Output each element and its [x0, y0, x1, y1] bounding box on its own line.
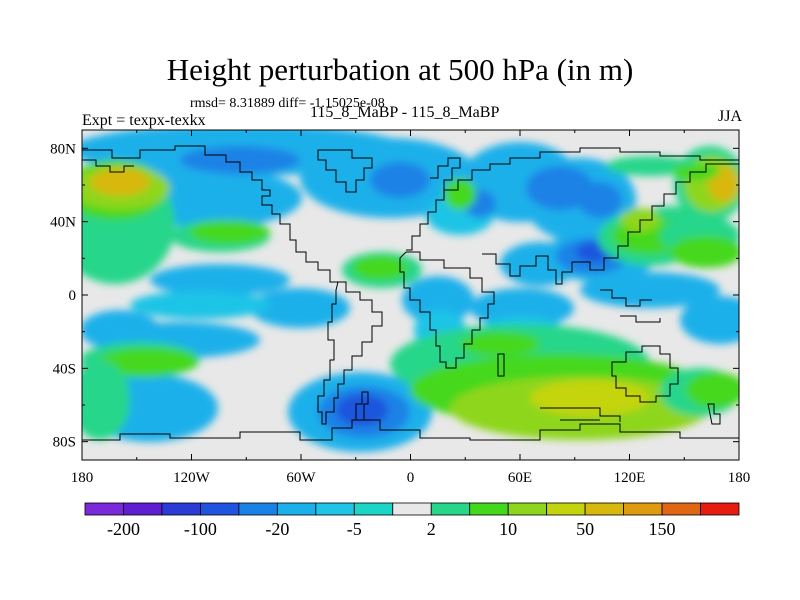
- field-contour-level-m20: [578, 182, 622, 218]
- colorbar-swatch: [276, 502, 317, 516]
- coastline: [82, 145, 739, 441]
- colorbar-label: 2: [427, 519, 436, 539]
- field-contour-level-m50: [336, 394, 388, 426]
- colorbar-swatch: [430, 502, 471, 516]
- colorbar-swatch: [507, 502, 548, 516]
- colorbar-label: -200: [107, 519, 140, 539]
- coast-australia: [611, 345, 679, 403]
- coast-greenland: [317, 149, 373, 193]
- coast-africa: [399, 251, 495, 369]
- coast-antarctic-peninsula: [352, 391, 369, 421]
- colorbar-swatch: [123, 502, 163, 516]
- colorbar-label: 150: [649, 519, 676, 539]
- colorbar-label: -20: [265, 519, 289, 539]
- colorbar-swatch: [84, 502, 124, 516]
- field-contour-level-m10: [82, 310, 160, 350]
- colorbar-swatch: [315, 502, 355, 516]
- colorbar-label: -5: [347, 519, 362, 539]
- chart-title: Height perturbation at 500 hPa (in m): [166, 52, 634, 87]
- lon-label: 180: [728, 470, 751, 486]
- coast-madagascar: [497, 353, 505, 377]
- colorbar: -200 -100 -20 -5 2 10 50 150: [84, 502, 740, 539]
- field-contour-level-2: [606, 156, 694, 176]
- field-contour-level-m10: [680, 296, 739, 344]
- lat-label: 80N: [50, 141, 76, 157]
- lat-label: 40N: [50, 215, 76, 231]
- field-contour-level-m20: [180, 146, 300, 174]
- coast-maritime-se-asia: [600, 289, 661, 323]
- colorbar-swatch: [469, 502, 509, 516]
- stats-text: rmsd= 8.31889 diff= -1.15025e-08: [190, 96, 385, 111]
- colorbar-swatch: [161, 502, 201, 516]
- lat-label: 0: [69, 288, 77, 304]
- coast-south-america: [317, 281, 383, 425]
- field-contour-level-5: [460, 332, 540, 356]
- field-contour-level-5: [352, 256, 408, 280]
- field-contour-level-m20: [526, 166, 594, 210]
- season-label: JJA: [717, 108, 742, 125]
- coast-scandinavia: [430, 157, 461, 190]
- lon-label: 60E: [508, 470, 532, 486]
- field-contour-level-5: [670, 236, 739, 268]
- colorbar-swatch: [353, 502, 394, 516]
- coast-arabia-india: [482, 253, 573, 285]
- colorbar-swatch: [200, 502, 240, 516]
- lon-label: 120W: [173, 470, 211, 486]
- field-contour-level-m10: [150, 264, 290, 296]
- colorbar-label: 10: [499, 519, 517, 539]
- field-contour-level-5: [98, 348, 198, 376]
- coast-north-america: [82, 145, 338, 283]
- field-contour-level-5: [686, 372, 739, 408]
- lon-label: 180: [71, 470, 94, 486]
- experiment-label: Expt = texpx-texkx: [82, 112, 206, 129]
- field-contour-level-20: [530, 380, 650, 416]
- colorbar-swatch: [238, 502, 278, 516]
- case-label: 115_8_MaBP - 115_8_MaBP: [310, 104, 500, 121]
- field-contour-level-m5: [130, 291, 270, 319]
- contour-field: [82, 130, 739, 460]
- coast-new-zealand: [707, 403, 721, 425]
- colorbar-label: 50: [576, 519, 594, 539]
- colorbar-swatch: [623, 502, 663, 516]
- field-contour-level-50: [90, 168, 150, 196]
- colorbar-label: -100: [184, 519, 217, 539]
- field-contour-level-5: [190, 220, 270, 244]
- field-contour-level-m10: [470, 288, 574, 328]
- coast-alaska: [82, 159, 134, 173]
- field-contour-level-m10: [580, 272, 720, 308]
- colorbar-swatch: [392, 502, 432, 516]
- coast-east-asia: [572, 163, 739, 271]
- axis-ticks: 80N 40N 0 40S 80S 180 120W 60W 0 60E 120E 180: [50, 130, 750, 486]
- coast-europe-asia: [406, 147, 739, 251]
- lat-label: 80S: [53, 435, 76, 451]
- field-contour-level-m20: [370, 162, 430, 198]
- colorbar-swatch: [584, 502, 624, 516]
- colorbar-swatch: [546, 502, 586, 516]
- field-contour-level-m10: [250, 288, 350, 328]
- coast-antarctica: [82, 419, 739, 441]
- coast-antarctic-east: [540, 407, 621, 422]
- field-contour-level-2: [82, 360, 130, 440]
- lon-label: 120E: [614, 470, 646, 486]
- colorbar-swatch: [700, 502, 740, 516]
- field-contour-level-5: [444, 178, 476, 210]
- lon-label: 60W: [286, 470, 316, 486]
- colorbar-swatch: [661, 502, 701, 516]
- lat-label: 40S: [53, 361, 76, 377]
- lon-label: 0: [407, 470, 415, 486]
